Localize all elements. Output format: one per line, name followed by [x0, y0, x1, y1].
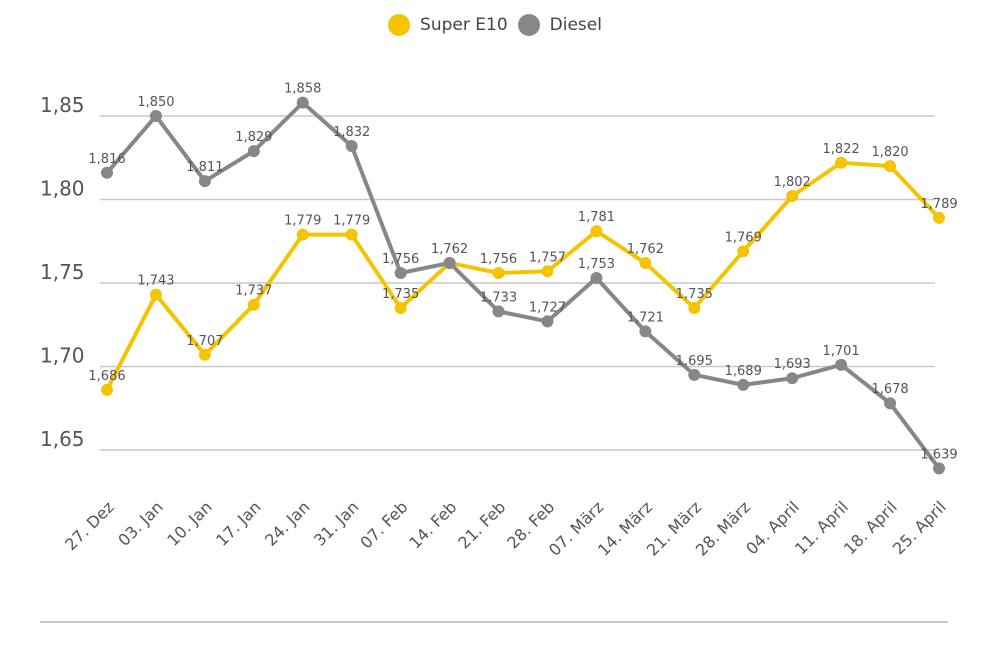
data-label: 1,756 [480, 252, 517, 267]
x-tick-label: 07. Feb [356, 497, 411, 552]
data-point [884, 397, 897, 410]
data-point [786, 190, 799, 203]
data-label: 1,639 [920, 447, 957, 462]
data-point [933, 211, 945, 224]
data-label: 1,695 [676, 354, 713, 369]
data-point [688, 302, 701, 315]
legend-marker-icon [517, 14, 540, 36]
data-label: 1,743 [137, 274, 174, 289]
legend-label: Diesel [549, 15, 602, 35]
data-point [737, 245, 750, 258]
data-label: 1,678 [871, 382, 908, 397]
data-label: 1,735 [676, 287, 713, 302]
data-label: 1,850 [137, 95, 174, 110]
data-point [149, 288, 162, 301]
data-label: 1,781 [578, 210, 615, 225]
data-point [492, 266, 505, 279]
legend-item[interactable]: Super E10 [388, 14, 508, 36]
data-point [296, 96, 309, 109]
data-point [639, 256, 652, 269]
data-point [247, 145, 260, 158]
x-tick-label: 21. Feb [454, 497, 509, 552]
data-label: 1,858 [284, 82, 321, 97]
data-label: 1,811 [186, 160, 223, 175]
data-label: 1,816 [88, 152, 125, 167]
data-label: 1,802 [774, 175, 811, 190]
data-label: 1,753 [578, 257, 615, 272]
x-tick-label: 11. April [791, 497, 852, 558]
data-point [345, 228, 358, 241]
x-tick-label: 14. Feb [405, 497, 460, 552]
data-point [198, 348, 211, 361]
data-label: 1,693 [774, 357, 811, 372]
x-tick-label: 24. Jan [261, 497, 313, 549]
data-point [443, 256, 456, 269]
data-label: 1,829 [235, 130, 272, 145]
chart-legend: Super E10 Diesel [0, 14, 990, 36]
legend-marker-icon [388, 14, 411, 36]
data-point [737, 378, 750, 391]
data-point [835, 358, 848, 371]
y-tick-label: 1,85 [40, 93, 85, 117]
x-tick-label: 28. März [692, 497, 754, 559]
data-point [101, 383, 113, 396]
x-tick-label: 04. April [742, 497, 803, 558]
data-point [198, 175, 211, 188]
data-label: 1,727 [529, 300, 566, 315]
y-tick-label: 1,65 [40, 427, 85, 451]
data-label: 1,721 [627, 310, 664, 325]
data-point [884, 160, 897, 173]
data-point [149, 110, 162, 122]
data-label: 1,832 [333, 125, 370, 140]
data-label: 1,762 [627, 242, 664, 257]
data-label: 1,820 [871, 145, 908, 160]
legend-item[interactable]: Diesel [517, 14, 602, 36]
data-point [247, 298, 260, 311]
x-tick-label: 27. Dez [61, 497, 118, 554]
data-label: 1,701 [823, 344, 860, 359]
legend-label: Super E10 [420, 15, 508, 35]
data-point [933, 462, 945, 475]
data-label: 1,757 [529, 250, 566, 265]
data-point [786, 372, 799, 385]
data-label: 1,733 [480, 290, 517, 305]
y-tick-label: 1,80 [40, 177, 85, 201]
data-point [590, 225, 603, 238]
data-label: 1,707 [186, 334, 223, 349]
data-point [835, 156, 848, 169]
x-tick-label: 03. Jan [114, 497, 166, 549]
data-point [296, 228, 309, 241]
series-line-super-e10 [105, 160, 941, 391]
x-tick-label: 10. Jan [163, 497, 215, 549]
data-label: 1,822 [823, 142, 860, 157]
data-label: 1,779 [333, 214, 370, 229]
x-tick-label: 31. Jan [310, 497, 362, 549]
data-label: 1,762 [431, 242, 468, 257]
x-tick-label: 25. April [889, 497, 950, 558]
y-tick-label: 1,70 [40, 344, 85, 368]
data-label: 1,735 [382, 287, 419, 302]
data-label: 1,756 [382, 252, 419, 267]
x-tick-label: 17. Jan [212, 497, 264, 549]
data-point [541, 315, 554, 328]
data-label: 1,769 [725, 230, 762, 245]
data-point [639, 325, 652, 338]
data-label: 1,737 [235, 284, 272, 299]
data-label: 1,686 [88, 369, 125, 384]
data-point [590, 271, 603, 284]
data-label: 1,789 [920, 197, 957, 212]
data-point [101, 166, 113, 179]
series-line-diesel [105, 100, 941, 470]
data-point [345, 140, 358, 153]
data-point [541, 265, 554, 278]
data-label: 1,779 [284, 214, 321, 229]
data-label: 1,689 [725, 364, 762, 379]
data-point [492, 305, 505, 318]
data-point [394, 302, 407, 315]
x-tick-label: 18. April [840, 497, 901, 558]
data-point [688, 368, 701, 381]
y-tick-label: 1,75 [40, 260, 85, 284]
data-point [394, 266, 407, 279]
